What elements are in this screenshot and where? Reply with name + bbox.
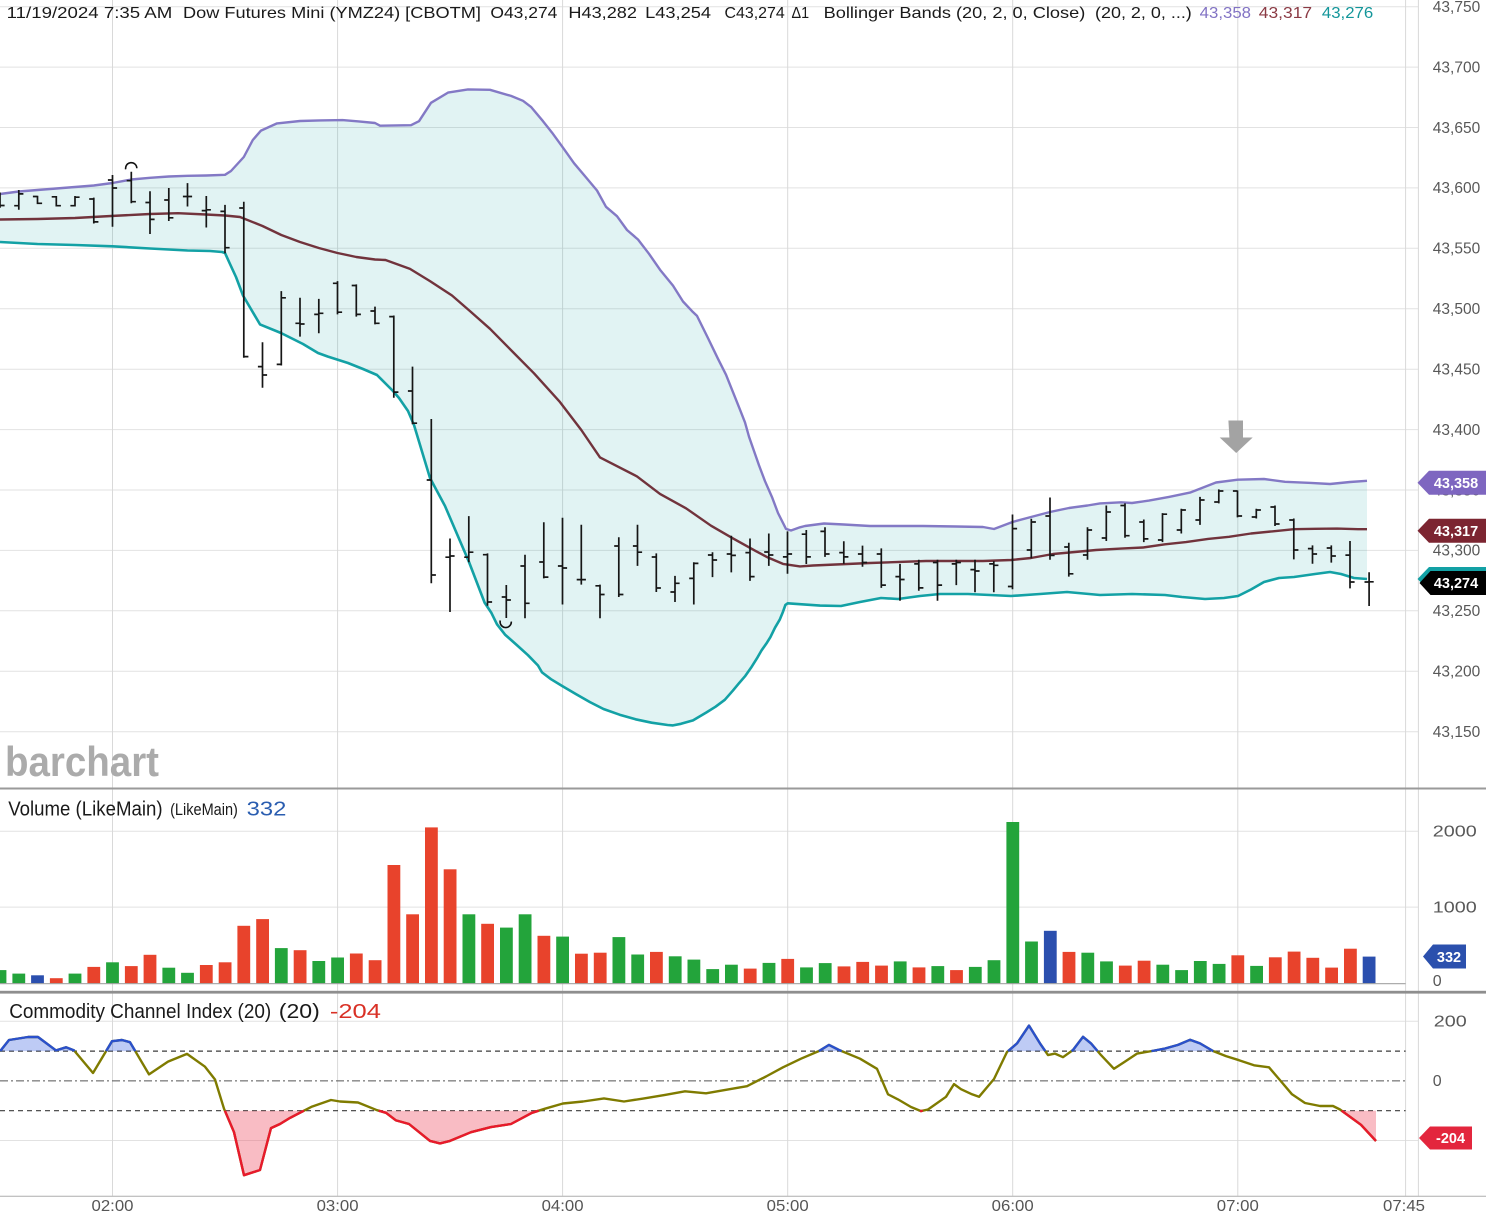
- svg-text:43,650: 43,650: [1433, 120, 1481, 137]
- svg-text:O43,274: O43,274: [490, 5, 557, 22]
- svg-text:(20, 2, 0, ...): (20, 2, 0, ...): [1095, 5, 1192, 22]
- svg-text:43,276: 43,276: [1322, 5, 1373, 22]
- svg-text:43,450: 43,450: [1433, 362, 1481, 379]
- svg-text:11/19/2024 7:35 AM: 11/19/2024 7:35 AM: [7, 5, 173, 22]
- svg-text:43,317: 43,317: [1259, 5, 1312, 22]
- svg-text:04:00: 04:00: [542, 1198, 584, 1215]
- svg-text:1000: 1000: [1433, 899, 1477, 916]
- svg-text:43,358: 43,358: [1200, 5, 1251, 22]
- svg-text:332: 332: [1437, 950, 1461, 966]
- svg-text:43,400: 43,400: [1433, 422, 1481, 439]
- svg-text:-204: -204: [1436, 1131, 1465, 1147]
- svg-text:05:00: 05:00: [767, 1198, 809, 1215]
- svg-text:43,750: 43,750: [1433, 0, 1481, 16]
- svg-text:Δ1: Δ1: [792, 5, 810, 22]
- svg-text:0: 0: [1433, 1073, 1442, 1090]
- svg-text:07:00: 07:00: [1217, 1198, 1259, 1215]
- svg-text:43,150: 43,150: [1433, 724, 1481, 741]
- svg-text:43,317: 43,317: [1434, 524, 1478, 540]
- svg-text:-204: -204: [330, 1001, 381, 1023]
- svg-text:43,500: 43,500: [1433, 301, 1481, 318]
- svg-text:Volume (LikeMain): Volume (LikeMain): [8, 799, 162, 821]
- svg-text:H43,282: H43,282: [568, 5, 637, 22]
- svg-text:Commodity Channel Index (20): Commodity Channel Index (20): [9, 1001, 271, 1023]
- svg-text:43,550: 43,550: [1433, 241, 1481, 258]
- svg-text:43,358: 43,358: [1434, 476, 1478, 492]
- svg-text:0: 0: [1433, 973, 1442, 990]
- svg-text:43,274: 43,274: [1434, 576, 1478, 592]
- svg-text:43,250: 43,250: [1433, 603, 1481, 620]
- svg-text:43,600: 43,600: [1433, 180, 1481, 197]
- svg-text:07:45: 07:45: [1383, 1198, 1425, 1215]
- svg-text:L43,254: L43,254: [645, 5, 711, 22]
- svg-text:C43,274: C43,274: [725, 5, 785, 22]
- svg-text:(20): (20): [279, 1001, 320, 1023]
- svg-text:200: 200: [1434, 1014, 1467, 1031]
- svg-text:43,700: 43,700: [1433, 59, 1481, 76]
- svg-text:(LikeMain): (LikeMain): [170, 800, 238, 819]
- svg-text:03:00: 03:00: [317, 1198, 359, 1215]
- svg-text:02:00: 02:00: [92, 1198, 134, 1215]
- svg-text:43,200: 43,200: [1433, 664, 1481, 681]
- svg-text:332: 332: [247, 799, 287, 821]
- svg-text:barchart: barchart: [5, 738, 159, 785]
- svg-text:06:00: 06:00: [992, 1198, 1034, 1215]
- svg-text:Dow Futures Mini (YMZ24) [CBOT: Dow Futures Mini (YMZ24) [CBOTM]: [183, 5, 481, 22]
- svg-text:43,300: 43,300: [1433, 543, 1481, 560]
- svg-text:Bollinger Bands (20, 2, 0, Clo: Bollinger Bands (20, 2, 0, Close): [824, 5, 1086, 22]
- svg-text:2000: 2000: [1433, 824, 1477, 841]
